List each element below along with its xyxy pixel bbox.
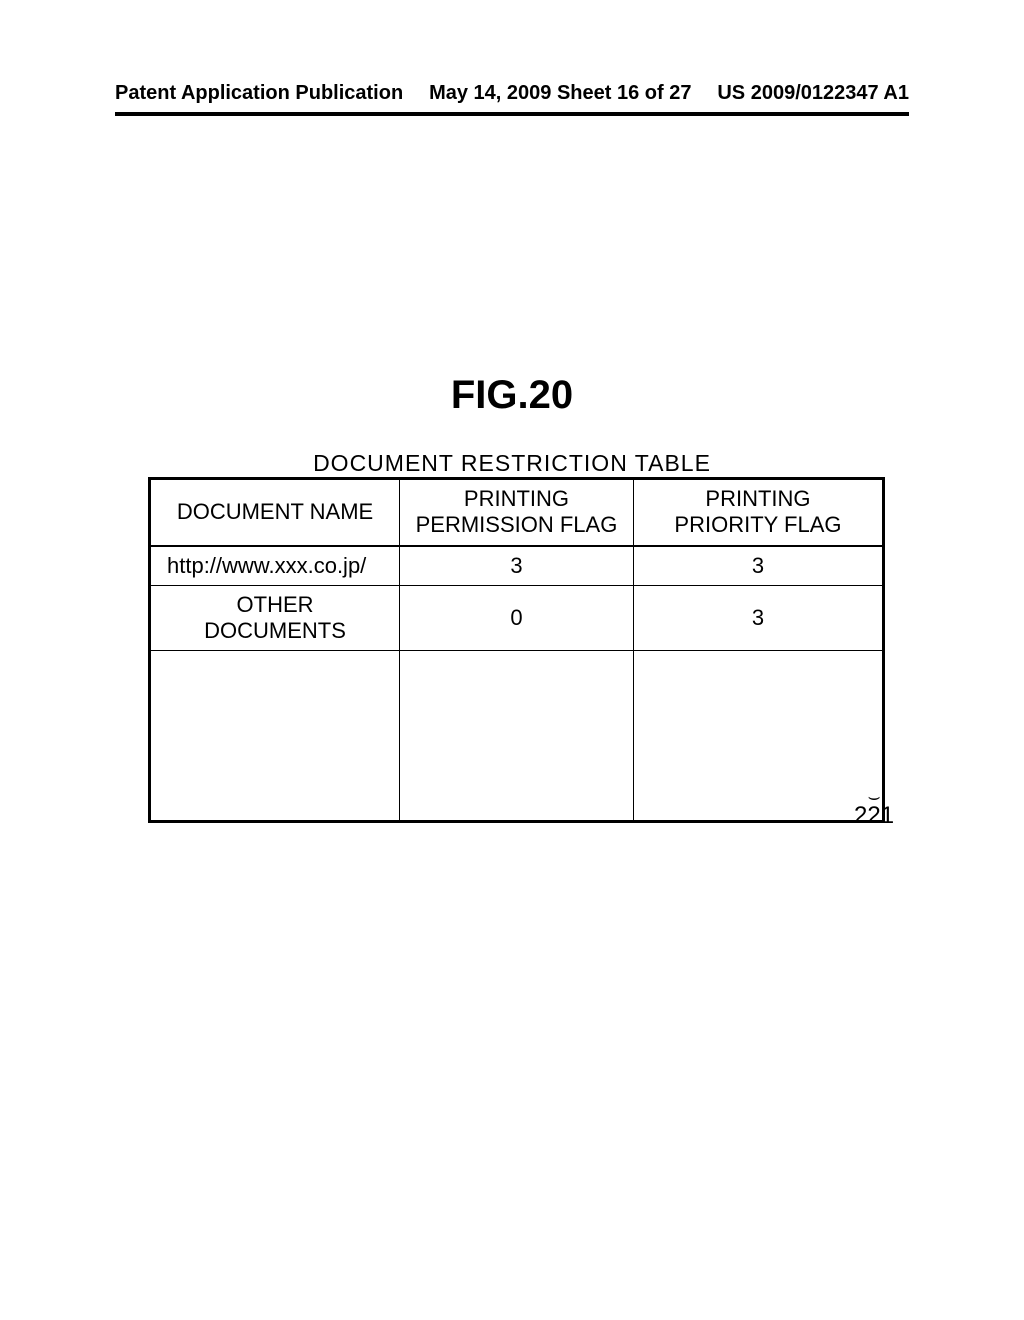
- header-left: Patent Application Publication: [115, 82, 403, 105]
- reference-number: 221: [854, 802, 894, 830]
- header-right: US 2009/0122347 A1: [717, 82, 909, 105]
- reference-tick: ⌣: [854, 792, 894, 802]
- table-row: http://www.xxx.co.jp/ 3 3: [151, 546, 882, 586]
- cell-document-name: OTHER DOCUMENTS: [151, 585, 400, 650]
- table-empty-row: [151, 650, 882, 820]
- cell-priority-flag: 3: [633, 585, 882, 650]
- empty-cell: [400, 650, 634, 820]
- page-header: Patent Application Publication May 14, 2…: [0, 82, 1024, 105]
- table-title: DOCUMENT RESTRICTION TABLE: [0, 450, 1024, 477]
- column-header-document-name: DOCUMENT NAME: [151, 480, 400, 546]
- table-row: OTHER DOCUMENTS 0 3: [151, 585, 882, 650]
- empty-cell: [633, 650, 882, 820]
- cell-permission-flag: 0: [400, 585, 634, 650]
- column-header-permission-flag: PRINTING PERMISSION FLAG: [400, 480, 634, 546]
- empty-cell: [151, 650, 400, 820]
- cell-document-name: http://www.xxx.co.jp/: [151, 546, 400, 586]
- cell-permission-flag: 3: [400, 546, 634, 586]
- cell-priority-flag: 3: [633, 546, 882, 586]
- header-center: May 14, 2009 Sheet 16 of 27: [429, 82, 691, 105]
- restriction-table: DOCUMENT NAME PRINTING PERMISSION FLAG P…: [148, 477, 885, 823]
- reference-number-callout: ⌣ 221: [854, 792, 894, 830]
- table-header-row: DOCUMENT NAME PRINTING PERMISSION FLAG P…: [151, 480, 882, 546]
- column-header-priority-flag: PRINTING PRIORITY FLAG: [633, 480, 882, 546]
- figure-label: FIG.20: [0, 373, 1024, 418]
- header-divider: [115, 112, 909, 116]
